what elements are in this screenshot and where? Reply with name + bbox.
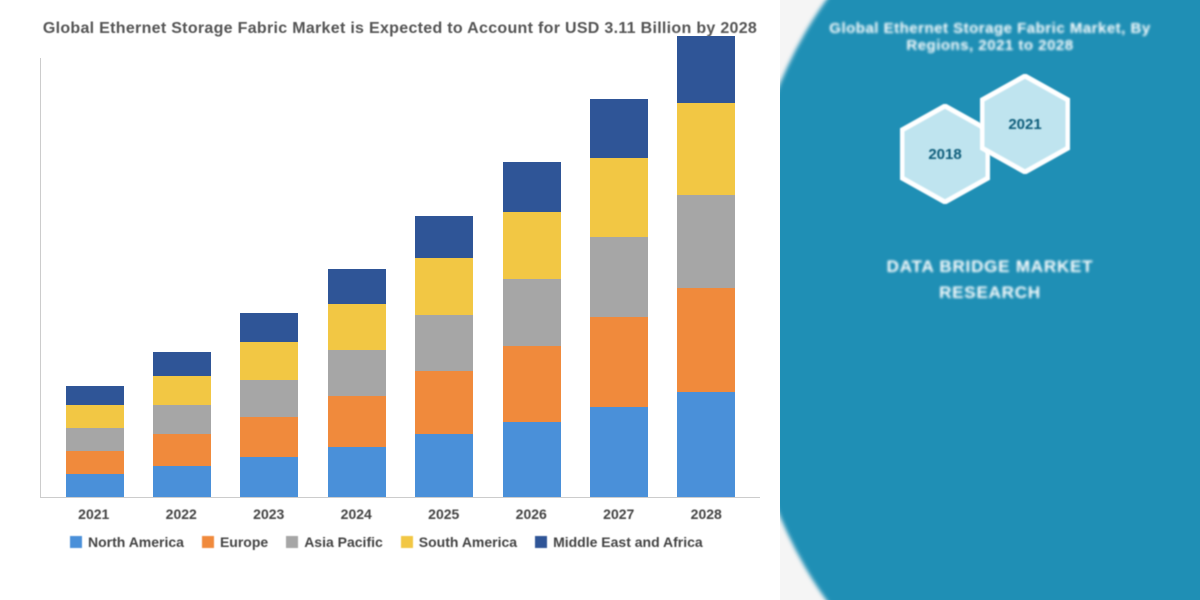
x-axis-labels: 2021 2022 2023 2024 2025 2026 2027 2028 xyxy=(30,498,760,522)
legend-item: North America xyxy=(70,534,184,550)
hexagon-group: 2018 2021 xyxy=(800,84,1180,224)
hexagon-right: 2021 xyxy=(980,74,1070,174)
bar-segment xyxy=(328,350,386,396)
bar-segment xyxy=(677,103,735,195)
legend-item: Europe xyxy=(202,534,268,550)
bar-segment xyxy=(503,346,561,421)
legend-label: North America xyxy=(88,534,184,550)
bar-stack xyxy=(677,36,735,497)
bar-segment xyxy=(66,386,124,405)
bar-stack xyxy=(240,313,298,497)
bar-segment xyxy=(415,315,473,372)
legend-swatch xyxy=(401,536,413,548)
bar-segment xyxy=(677,195,735,287)
bar-segment xyxy=(503,422,561,497)
bar-segment xyxy=(415,434,473,497)
bar-stack xyxy=(153,352,211,497)
legend-label: Middle East and Africa xyxy=(553,534,703,550)
x-axis-label: 2025 xyxy=(415,506,473,522)
bar-segment xyxy=(240,457,298,497)
bar-segment xyxy=(328,304,386,350)
legend-item: Middle East and Africa xyxy=(535,534,703,550)
legend-item: Asia Pacific xyxy=(286,534,383,550)
bar-segment xyxy=(677,392,735,497)
bar-segment xyxy=(66,405,124,428)
chart-plot xyxy=(40,58,760,498)
legend-label: Europe xyxy=(220,534,268,550)
x-axis-label: 2027 xyxy=(590,506,648,522)
bar-stack xyxy=(328,269,386,497)
x-axis-label: 2024 xyxy=(327,506,385,522)
x-axis-label: 2023 xyxy=(240,506,298,522)
bar-segment xyxy=(590,237,648,317)
bar-segment xyxy=(328,447,386,497)
chart-legend: North America Europe Asia Pacific South Ame… xyxy=(30,522,770,550)
side-title: Global Ethernet Storage Fabric Market, B… xyxy=(800,20,1180,54)
bar-segment xyxy=(153,405,211,434)
x-axis-label: 2028 xyxy=(677,506,735,522)
bar-segment xyxy=(240,313,298,342)
bar-segment xyxy=(153,352,211,375)
side-subtitle: DATA BRIDGE MARKET RESEARCH xyxy=(800,254,1180,305)
x-axis-label: 2021 xyxy=(65,506,123,522)
bar-segment xyxy=(153,434,211,465)
bar-segment xyxy=(415,258,473,315)
bar-segment xyxy=(415,371,473,434)
bar-segment xyxy=(590,407,648,497)
bar-segment xyxy=(590,158,648,238)
side-sub-line2: RESEARCH xyxy=(800,280,1180,306)
bar-segment xyxy=(415,216,473,258)
bar-segment xyxy=(328,269,386,305)
chart-area: Global Ethernet Storage Fabric Market is… xyxy=(0,0,780,600)
bar-segment xyxy=(66,451,124,474)
legend-label: South America xyxy=(419,534,517,550)
main-container: Global Ethernet Storage Fabric Market is… xyxy=(0,0,1200,600)
side-panel: Global Ethernet Storage Fabric Market, B… xyxy=(780,0,1200,600)
legend-swatch xyxy=(286,536,298,548)
bar-segment xyxy=(240,380,298,418)
bar-segment xyxy=(153,466,211,497)
bar-segment xyxy=(677,36,735,103)
bar-segment xyxy=(677,288,735,393)
hexagon-left-label: 2018 xyxy=(928,146,961,163)
side-content: Global Ethernet Storage Fabric Market, B… xyxy=(780,0,1200,600)
bar-segment xyxy=(503,279,561,346)
hexagon-right-label: 2021 xyxy=(1008,116,1041,133)
legend-label: Asia Pacific xyxy=(304,534,383,550)
bar-segment xyxy=(590,317,648,407)
hexagon-left: 2018 xyxy=(900,104,990,204)
legend-item: South America xyxy=(401,534,517,550)
bar-segment xyxy=(240,342,298,380)
bars-row xyxy=(41,58,760,497)
bar-segment xyxy=(153,376,211,405)
bar-stack xyxy=(590,99,648,497)
chart-title: Global Ethernet Storage Fabric Market is… xyxy=(30,20,770,38)
legend-swatch xyxy=(535,536,547,548)
legend-swatch xyxy=(202,536,214,548)
bar-segment xyxy=(503,162,561,212)
bar-segment xyxy=(328,396,386,446)
bar-segment xyxy=(66,474,124,497)
bar-segment xyxy=(590,99,648,158)
bar-stack xyxy=(66,386,124,497)
legend-swatch xyxy=(70,536,82,548)
x-axis-label: 2026 xyxy=(502,506,560,522)
bar-segment xyxy=(240,417,298,457)
bar-segment xyxy=(66,428,124,451)
bar-segment xyxy=(503,212,561,279)
bar-stack xyxy=(503,162,561,497)
side-sub-line1: DATA BRIDGE MARKET xyxy=(800,254,1180,280)
bar-stack xyxy=(415,216,473,497)
x-axis-label: 2022 xyxy=(152,506,210,522)
